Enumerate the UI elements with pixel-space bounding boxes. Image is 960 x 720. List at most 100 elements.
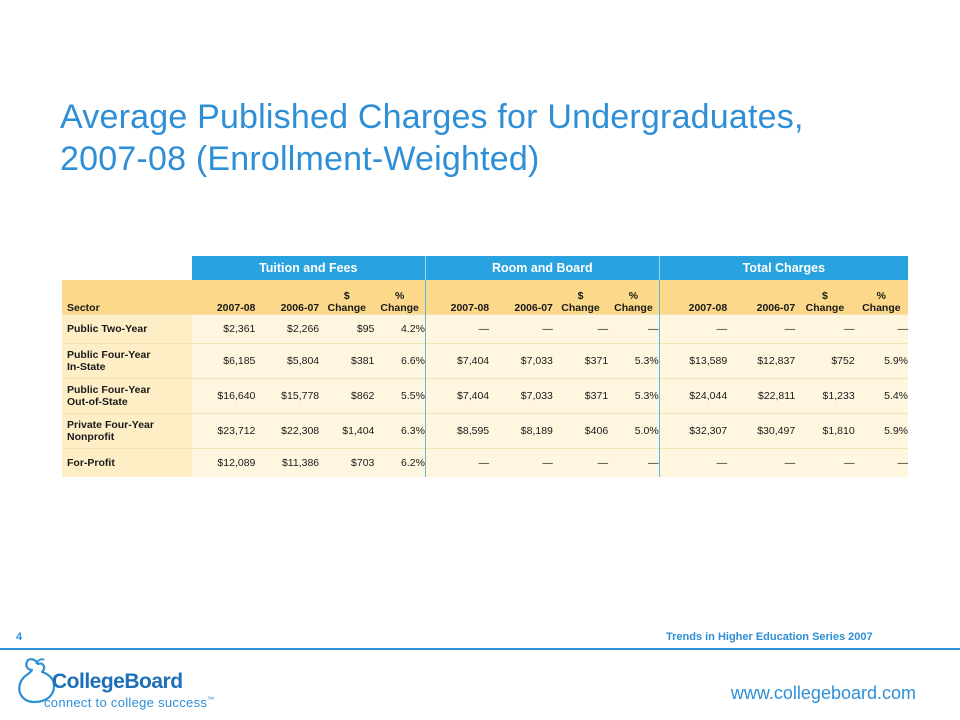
table-cell: $12,837 <box>727 343 796 379</box>
table-cell: $95 <box>319 314 375 344</box>
table-cell: 5.9% <box>854 413 908 449</box>
table-row: Public Four-Year Out-of-State $16,640 $15… <box>62 378 908 414</box>
table-cell: — <box>608 448 660 477</box>
col-header-year2: 2006-07 <box>489 280 553 315</box>
table-cell: 6.6% <box>374 343 426 379</box>
sector-column-header: Sector <box>62 280 192 315</box>
logo-tagline-text: connect to college success <box>44 695 208 710</box>
table-cell: $2,361 <box>191 314 256 344</box>
page-number: 4 <box>16 631 23 643</box>
table-cell: $7,033 <box>489 378 553 414</box>
table-cell: — <box>795 448 855 477</box>
table-cell: 6.2% <box>374 448 426 477</box>
col-header-pct-change: % Change <box>854 280 908 315</box>
logo-tagline: connect to college success™ <box>44 695 214 710</box>
table-cell: 5.9% <box>854 343 908 379</box>
col-header-change-word: Change <box>327 302 367 314</box>
col-header-year2: 2006-07 <box>727 280 796 315</box>
table-cell: $16,640 <box>191 378 256 414</box>
acorn-logo-icon <box>18 658 56 704</box>
table-cell: — <box>658 314 728 344</box>
table-cell: $30,497 <box>727 413 796 449</box>
logo-name: CollegeBoard <box>52 670 183 693</box>
table-cell: 5.3% <box>608 378 660 414</box>
col-header-change-word: Change <box>862 302 901 314</box>
table-cell: $23,712 <box>191 413 256 449</box>
table-cell: — <box>489 314 553 344</box>
table-cell: — <box>727 314 796 344</box>
col-header-pct-change: % Change <box>374 280 426 315</box>
table-cell: $1,810 <box>795 413 855 449</box>
slide-title-line-2: 2007-08 (Enrollment-Weighted) <box>60 140 540 178</box>
col-header-pct-symbol: % <box>394 290 405 302</box>
col-header-year2: 2006-07 <box>255 280 320 315</box>
sector-sublabel: Nonprofit <box>67 431 115 443</box>
table-cell: 5.0% <box>608 413 660 449</box>
table-cell: — <box>489 448 553 477</box>
sector-label: Public Four-Year <box>67 349 151 361</box>
table-cell: $8,189 <box>489 413 553 449</box>
group-header-tuition: Tuition and Fees <box>191 256 426 280</box>
table-cell: $5,804 <box>255 343 320 379</box>
charges-table-container: Tuition and Fees Room and Board Total Ch… <box>62 256 908 477</box>
col-header-dollar-symbol: $ <box>343 290 350 302</box>
table-cell: — <box>552 448 609 477</box>
col-header-dollar-symbol: $ <box>577 290 584 302</box>
col-header-dollar-change: $ Change <box>319 280 375 315</box>
slide-title: Average Published Charges for Undergradu… <box>60 96 920 180</box>
slide-title-line-1: Average Published Charges for Undergradu… <box>60 98 804 136</box>
sector-cell: Public Two-Year <box>62 314 192 344</box>
table-cell: $1,404 <box>319 413 375 449</box>
table-cell: $862 <box>319 378 375 414</box>
table-cell: $8,595 <box>424 413 490 449</box>
sector-cell: For-Profit <box>62 448 192 477</box>
table-cell: $22,308 <box>255 413 320 449</box>
table-cell: — <box>552 314 609 344</box>
table-cell: $32,307 <box>658 413 728 449</box>
table-cell: — <box>424 448 490 477</box>
table-cell: $381 <box>319 343 375 379</box>
table-cell: $13,589 <box>658 343 728 379</box>
table-cell: $371 <box>552 378 609 414</box>
table-cell: $15,778 <box>255 378 320 414</box>
table-cell: $12,089 <box>191 448 256 477</box>
table-cell: $7,033 <box>489 343 553 379</box>
sector-cell: Private Four-Year Nonprofit <box>62 413 192 449</box>
series-label: Trends in Higher Education Series 2007 <box>666 631 873 643</box>
col-header-year1: 2007-08 <box>191 280 256 315</box>
table-cell: — <box>658 448 728 477</box>
column-header-row: Sector 2007-08 2006-07 $ Change % Change 2… <box>62 280 908 315</box>
col-header-change-word: Change <box>805 302 845 314</box>
col-header-year1: 2007-08 <box>424 280 490 315</box>
table-cell: — <box>854 314 908 344</box>
table-cell: — <box>795 314 855 344</box>
table-cell: $22,811 <box>727 378 796 414</box>
table-cell: 4.2% <box>374 314 426 344</box>
table-cell: — <box>424 314 490 344</box>
group-header-row: Tuition and Fees Room and Board Total Ch… <box>62 256 908 280</box>
col-header-pct-symbol: % <box>876 290 886 302</box>
col-header-dollar-symbol: $ <box>822 290 828 302</box>
table-cell: $371 <box>552 343 609 379</box>
group-header-room-board: Room and Board <box>424 256 660 280</box>
collegeboard-logo: CollegeBoard connect to college success™ <box>14 656 244 716</box>
sector-sublabel: In-State <box>67 361 106 373</box>
blank-corner <box>62 256 192 280</box>
table-cell: 5.5% <box>374 378 426 414</box>
table-cell: — <box>727 448 796 477</box>
table-cell: $1,233 <box>795 378 855 414</box>
website-link[interactable]: www.collegeboard.com <box>730 683 916 703</box>
sector-label: Public Four-Year <box>67 384 151 396</box>
col-header-dollar-change: $ Change <box>795 280 855 315</box>
col-header-pct-symbol: % <box>628 290 639 302</box>
table-cell: $703 <box>319 448 375 477</box>
col-header-dollar-change: $ Change <box>552 280 609 315</box>
col-header-year1: 2007-08 <box>658 280 728 315</box>
sector-cell: Public Four-Year Out-of-State <box>62 378 192 414</box>
table-row: Public Two-Year $2,361 $2,266 $95 4.2% —… <box>62 314 908 344</box>
table-cell: $2,266 <box>255 314 320 344</box>
sector-label: Private Four-Year <box>67 419 154 431</box>
col-header-change-word: Change <box>561 302 600 314</box>
footer-divider <box>0 648 960 650</box>
table-cell: $406 <box>552 413 609 449</box>
